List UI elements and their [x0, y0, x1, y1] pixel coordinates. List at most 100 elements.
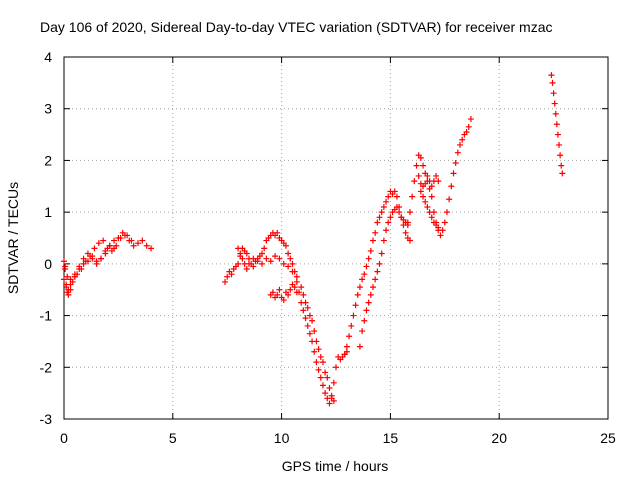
data-point — [306, 312, 313, 319]
data-point — [359, 276, 366, 283]
y-tick-label: -3 — [40, 411, 53, 427]
data-point — [365, 299, 372, 306]
data-point — [302, 299, 309, 306]
data-point — [102, 250, 109, 257]
data-point — [361, 317, 368, 324]
data-point — [359, 328, 366, 335]
data-point — [556, 141, 563, 148]
data-point — [124, 232, 131, 239]
data-point — [64, 273, 71, 280]
data-point — [311, 328, 318, 335]
data-point — [435, 224, 442, 231]
data-point — [300, 307, 307, 314]
data-point — [378, 209, 385, 216]
data-point — [548, 72, 555, 79]
data-point — [61, 276, 67, 283]
data-point — [326, 400, 333, 407]
data-point — [128, 237, 135, 244]
data-point — [250, 255, 257, 262]
data-point — [280, 260, 287, 267]
x-tick-label: 0 — [60, 430, 68, 446]
data-point — [285, 263, 292, 270]
x-tick-label: 10 — [274, 430, 290, 446]
data-point — [551, 100, 558, 107]
data-point — [235, 260, 242, 267]
data-point — [550, 90, 557, 97]
data-point — [356, 343, 363, 350]
data-point — [111, 245, 118, 252]
data-point — [319, 359, 326, 366]
data-point — [259, 250, 266, 257]
data-point — [385, 193, 392, 200]
data-point — [428, 183, 435, 190]
data-point — [409, 193, 416, 200]
data-point — [313, 338, 320, 345]
data-point — [391, 188, 398, 195]
data-point — [222, 278, 229, 285]
data-point — [433, 172, 440, 179]
data-point — [65, 291, 72, 298]
data-point — [322, 390, 329, 397]
data-point — [439, 227, 446, 234]
data-point — [315, 366, 322, 373]
data-point — [369, 237, 376, 244]
data-point — [300, 291, 307, 298]
data-point — [346, 333, 353, 340]
data-point — [115, 235, 122, 241]
data-point — [559, 170, 566, 177]
data-point — [309, 317, 316, 324]
data-point — [61, 258, 67, 265]
data-point — [276, 286, 283, 293]
data-point — [289, 268, 296, 275]
data-point — [276, 255, 283, 262]
y-tick-label: 4 — [44, 49, 52, 65]
data-point — [267, 258, 274, 265]
y-tick-label: 0 — [44, 256, 52, 272]
data-point — [374, 219, 381, 226]
data-point — [350, 312, 357, 319]
data-point — [304, 322, 311, 329]
data-point — [293, 273, 300, 280]
data-point — [549, 79, 556, 86]
data-point — [298, 284, 305, 291]
data-point — [97, 255, 104, 262]
data-point — [326, 384, 333, 391]
data-point — [293, 278, 300, 285]
data-point — [254, 258, 261, 265]
data-point — [426, 209, 433, 216]
data-point — [441, 219, 448, 226]
data-point — [404, 219, 411, 226]
data-point — [387, 214, 394, 221]
data-point — [291, 284, 298, 291]
data-point — [363, 307, 370, 314]
plot-frame — [63, 56, 609, 420]
data-point — [356, 284, 363, 291]
data-point — [428, 214, 435, 221]
data-point — [84, 258, 91, 265]
y-axis-label: SDTVAR / TECUs — [5, 182, 21, 294]
data-point — [330, 397, 337, 404]
data-point — [89, 255, 96, 262]
data-point — [311, 348, 318, 355]
x-axis-label: GPS time / hours — [282, 458, 389, 474]
data-point — [93, 260, 100, 267]
data-point — [361, 271, 368, 278]
data-point — [424, 172, 431, 179]
data-point — [319, 382, 326, 389]
data-point — [315, 346, 322, 353]
data-point — [228, 271, 235, 278]
data-point — [450, 170, 457, 177]
data-point — [134, 240, 141, 247]
data-point — [239, 255, 246, 262]
data-point — [465, 123, 472, 130]
data-point — [287, 255, 294, 262]
data-point — [287, 286, 294, 293]
data-point — [383, 227, 390, 234]
data-point — [65, 286, 72, 293]
y-tick-label: 2 — [44, 152, 52, 168]
data-point — [274, 229, 281, 236]
data-point — [285, 291, 292, 298]
data-point — [348, 322, 355, 329]
data-point — [452, 160, 459, 167]
